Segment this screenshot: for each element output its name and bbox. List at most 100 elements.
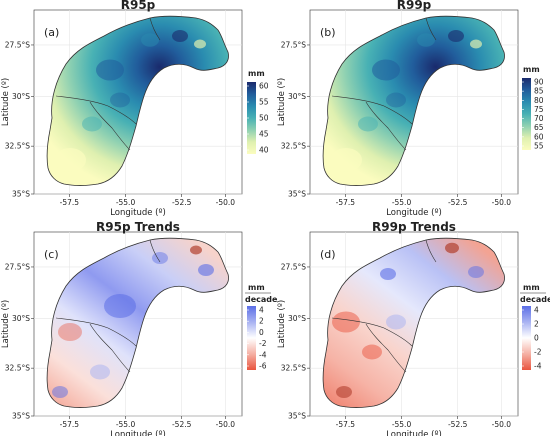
x-tick-label: -57.5 (60, 198, 80, 207)
y-tick-label: 35°S (12, 412, 30, 421)
map-texture (104, 294, 136, 318)
x-tick-label: -50.0 (492, 198, 512, 207)
subregion-border (55, 317, 137, 347)
map-texture (470, 39, 482, 49)
map-texture (358, 116, 378, 132)
legend-label: 4 (259, 306, 264, 315)
region-map (322, 237, 505, 408)
x-axis-label: Longitude (º) (110, 430, 166, 436)
x-tick-label: -50.0 (492, 420, 512, 429)
legend-label: -2 (259, 339, 267, 348)
map-texture (172, 30, 188, 42)
map-texture (386, 314, 406, 330)
region-map (322, 15, 505, 186)
legend-label: 4 (534, 306, 539, 315)
map-texture (54, 148, 86, 172)
legend-title: mm (523, 283, 540, 292)
subregion-border (425, 239, 437, 263)
legend-label: 65 (534, 123, 544, 132)
legend-title: mm (248, 69, 265, 78)
x-tick-label: -50.0 (216, 198, 236, 207)
legend: mm decade 4 2 0 -2 -4 (520, 283, 550, 371)
y-tick-label: 30°S (12, 314, 30, 323)
map-texture (468, 266, 484, 278)
panel-title: R95p Trends (96, 220, 180, 234)
panel-a: R95p (a) -57.5 -55.0 -52.5 -50.0 27.5°S 30°S 32.… (1, 0, 269, 218)
legend-label: -2 (534, 348, 542, 357)
legend-label: 2 (259, 317, 264, 326)
legend-colorbar (247, 82, 256, 154)
subregion-border (425, 17, 437, 41)
map-texture (445, 242, 459, 254)
y-tick-label: 27.5°S (5, 262, 30, 271)
panel-tag: (c) (44, 248, 59, 261)
legend-label: -4 (259, 350, 267, 359)
subregion-border (331, 317, 413, 347)
map-texture (336, 386, 352, 398)
subregion-border (365, 323, 407, 373)
legend-label: -4 (534, 362, 542, 371)
map-texture (417, 33, 435, 47)
y-tick-label: 27.5°S (281, 262, 306, 271)
legend-title-unit: decade (520, 295, 550, 304)
map-texture (330, 148, 362, 172)
legend-label: 70 (534, 114, 544, 123)
legend-label: 45 (259, 130, 269, 139)
x-axis-label: Longitude (º) (386, 208, 442, 218)
map-texture (380, 268, 396, 280)
panel-b: R99p (b) -57.5 -55.0 -52.5 -50.0 27.5°S 30°S 32.… (277, 0, 544, 218)
legend-label: 50 (259, 114, 269, 123)
map-texture (58, 323, 82, 341)
y-tick-label: 27.5°S (281, 40, 306, 49)
legend-label: 85 (534, 87, 544, 96)
legend-label: 40 (259, 146, 269, 155)
legend-label: 0 (534, 334, 539, 343)
y-tick-label: 35°S (12, 190, 30, 199)
panel-tag: (a) (44, 26, 59, 39)
subregion-border (365, 101, 407, 151)
y-axis-label: Latitude (º) (277, 78, 287, 126)
map-texture (52, 386, 68, 398)
x-tick-label: -55.0 (116, 420, 136, 429)
legend-label: 2 (534, 320, 539, 329)
y-tick-label: 35°S (288, 190, 306, 199)
map-texture (152, 252, 168, 264)
y-tick-label: 30°S (288, 314, 306, 323)
legend-label: 90 (534, 78, 544, 87)
map-texture (198, 264, 214, 276)
legend-colorbar (247, 306, 256, 370)
panel-c: R95p Trends (c) -57.5 -55.0 -52.5 -50.0 27.5°S… (1, 220, 278, 436)
y-tick-label: 32.5°S (281, 364, 306, 373)
map-texture (90, 364, 110, 380)
subregion-border (149, 239, 161, 263)
panel-d: R99p Trends (d) -57.5 -55.0 -52.5 -50.0 27.5°S… (277, 220, 550, 436)
x-tick-label: -55.0 (392, 198, 412, 207)
legend-label: 60 (534, 132, 544, 141)
map-texture (141, 33, 159, 47)
legend-label: 75 (534, 105, 544, 114)
panel-title: R95p (121, 0, 156, 12)
panel-tag: (d) (320, 248, 336, 261)
map-texture (372, 59, 400, 81)
y-tick-label: 32.5°S (281, 142, 306, 151)
legend-title: mm (248, 283, 265, 292)
map-texture (110, 92, 130, 108)
y-tick-label: 30°S (288, 92, 306, 101)
region-map (46, 237, 229, 408)
subregion-border (89, 323, 131, 373)
x-tick-label: -52.5 (448, 198, 468, 207)
map-texture (82, 116, 102, 132)
region-map (46, 15, 229, 186)
legend-label: 55 (534, 142, 544, 151)
legend-title: mm (523, 65, 540, 74)
legend: mm decade 4 2 0 -2 -4 -6 (245, 283, 278, 371)
map-texture (332, 311, 360, 333)
panel-title: R99p (397, 0, 432, 12)
subregion-border (55, 95, 137, 125)
y-tick-label: 35°S (288, 412, 306, 421)
legend-label: 60 (259, 82, 269, 91)
y-tick-label: 32.5°S (5, 364, 30, 373)
legend-colorbar (522, 306, 531, 370)
